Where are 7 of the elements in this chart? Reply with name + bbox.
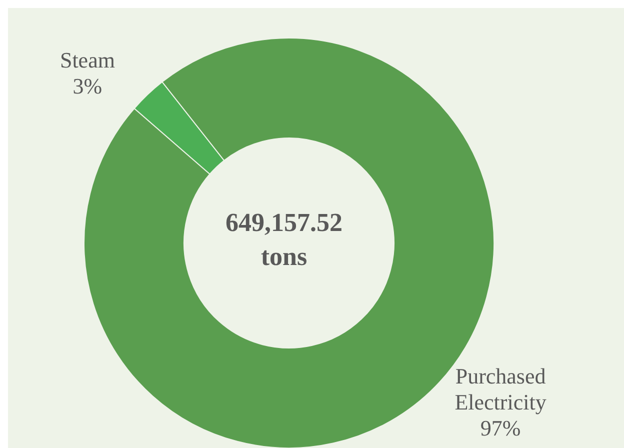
data-label: 97% xyxy=(480,415,521,440)
slice-label: Steam xyxy=(60,48,115,73)
data-label: 3% xyxy=(72,74,102,99)
donut-slice xyxy=(134,81,225,175)
text: tons xyxy=(260,242,308,271)
slice-label: Purchased Electricity xyxy=(454,363,546,414)
text: 649,157.52 xyxy=(226,208,342,237)
